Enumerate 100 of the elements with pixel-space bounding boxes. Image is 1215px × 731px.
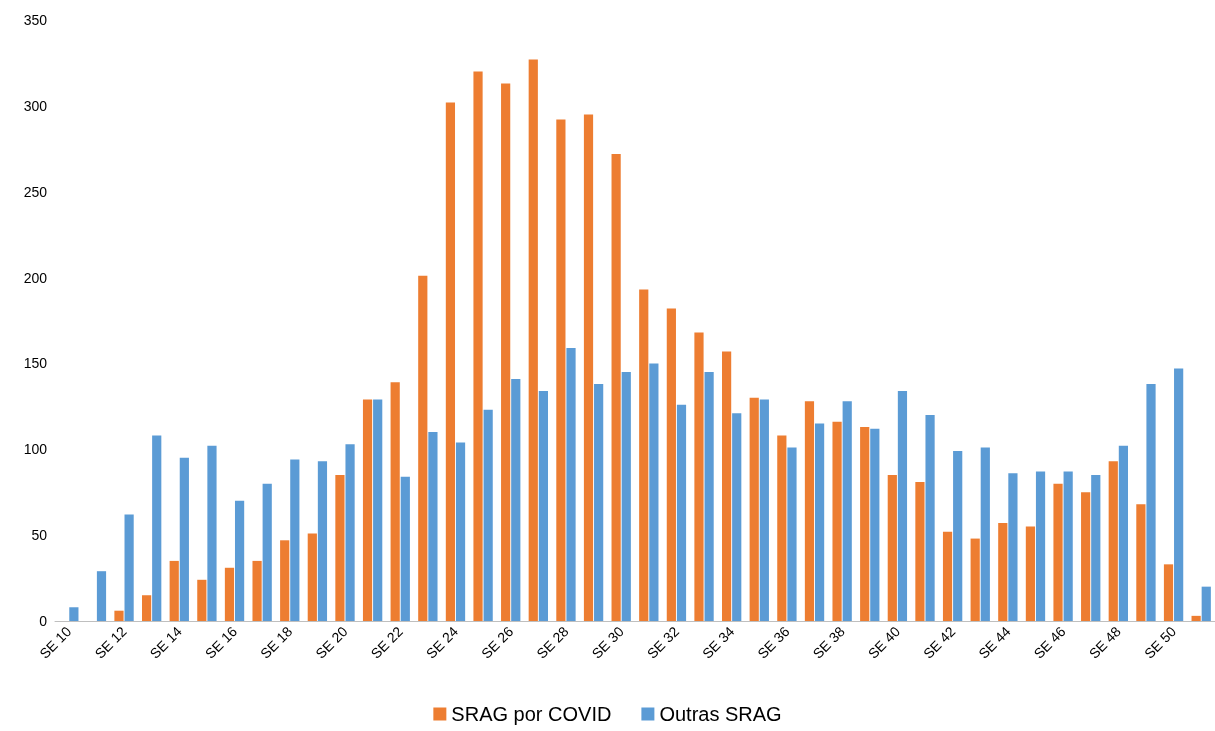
bar: [583, 114, 594, 621]
bar: [804, 401, 815, 621]
x-tick-label: SE 42: [920, 623, 959, 662]
bar: [538, 390, 548, 621]
bar: [528, 59, 538, 621]
x-tick-label: SE 30: [588, 623, 627, 662]
bar: [998, 523, 1008, 621]
legend-label: Outras SRAG: [659, 703, 782, 725]
bar: [511, 378, 521, 621]
bar: [749, 397, 759, 621]
bar: [290, 459, 300, 621]
bar: [925, 414, 935, 621]
y-tick-label: 150: [23, 355, 48, 372]
y-tick-label: 350: [23, 12, 48, 28]
bar: [870, 428, 880, 621]
x-tick-label: SE 14: [146, 623, 186, 662]
bar: [280, 540, 290, 621]
x-tick-label: SE 50: [1140, 623, 1180, 662]
bar: [980, 447, 990, 621]
y-tick-label: 300: [23, 97, 48, 114]
bar: [860, 426, 870, 621]
bar: [1091, 475, 1101, 621]
y-tick-label: 50: [31, 527, 48, 544]
x-tick-label: SE 48: [1085, 623, 1125, 662]
bar: [445, 102, 456, 621]
bar: [335, 475, 345, 621]
x-tick-label: SE 28: [533, 623, 572, 662]
bar: [953, 451, 963, 621]
bar: [1008, 473, 1018, 621]
bar: [483, 409, 493, 621]
x-tick-label: SE 12: [91, 623, 130, 662]
bar: [207, 445, 217, 621]
bar: [152, 435, 162, 621]
bar: [556, 119, 566, 621]
y-tick-label: 0: [39, 613, 48, 629]
x-tick-label: SE 40: [864, 623, 904, 662]
bar: [566, 347, 576, 621]
bar: [621, 372, 631, 621]
bar: [787, 447, 797, 621]
bar: [262, 483, 272, 621]
x-tick-label: SE 16: [201, 623, 241, 662]
x-tick-label: SE 44: [975, 623, 1014, 662]
bar: [694, 332, 704, 621]
bar: [501, 83, 511, 621]
bar: [1146, 384, 1156, 621]
bar: [1163, 564, 1174, 621]
bar: [169, 560, 179, 621]
y-tick-label: 100: [23, 441, 48, 458]
bar: [722, 351, 732, 621]
bar: [179, 457, 189, 621]
bar: [1201, 586, 1211, 621]
bar: [1025, 526, 1036, 621]
bar: [594, 384, 604, 621]
bar: [96, 571, 107, 621]
bar: [942, 531, 953, 621]
y-tick-label: 200: [23, 269, 48, 286]
bar: [142, 595, 152, 621]
bar: [649, 363, 659, 621]
bar: [124, 514, 134, 621]
bar: [373, 399, 383, 621]
bar: [1081, 492, 1091, 621]
bar: [252, 560, 262, 621]
bar: [915, 481, 925, 621]
bar: [114, 610, 124, 621]
bar: [639, 289, 649, 621]
bar: [1118, 445, 1128, 621]
bar: [704, 372, 714, 621]
bar: [428, 432, 438, 621]
legend-label: SRAG por COVID: [451, 703, 612, 725]
bar: [455, 442, 466, 621]
bar: [390, 382, 400, 621]
bar: [1053, 483, 1063, 621]
bar: [970, 538, 980, 621]
bar: [307, 533, 317, 621]
bar: [814, 423, 825, 621]
x-tick-label: SE 32: [643, 623, 683, 662]
bar: [842, 401, 852, 621]
y-tick-label: 250: [23, 183, 48, 200]
x-tick-label: SE 36: [754, 623, 793, 662]
bar: [197, 579, 207, 621]
bar: [732, 413, 742, 621]
bar: [362, 399, 373, 621]
bar: [1136, 504, 1146, 621]
bar: [887, 475, 897, 621]
x-tick-label: SE 46: [1030, 623, 1069, 662]
bar: [1191, 615, 1201, 621]
bar: [611, 153, 621, 621]
x-tick-label: SE 34: [699, 623, 738, 662]
x-tick-label: SE 26: [478, 623, 517, 662]
bar: [777, 435, 787, 621]
bar: [234, 500, 245, 621]
bar: [1108, 461, 1118, 621]
bar: [317, 461, 328, 621]
bar: [345, 444, 355, 621]
bar: [224, 567, 235, 621]
x-tick-label: SE 20: [312, 623, 351, 662]
bar: [759, 399, 769, 621]
x-tick-label: SE 22: [367, 623, 407, 662]
bar: [400, 476, 410, 621]
x-tick-label: SE 18: [257, 623, 296, 662]
